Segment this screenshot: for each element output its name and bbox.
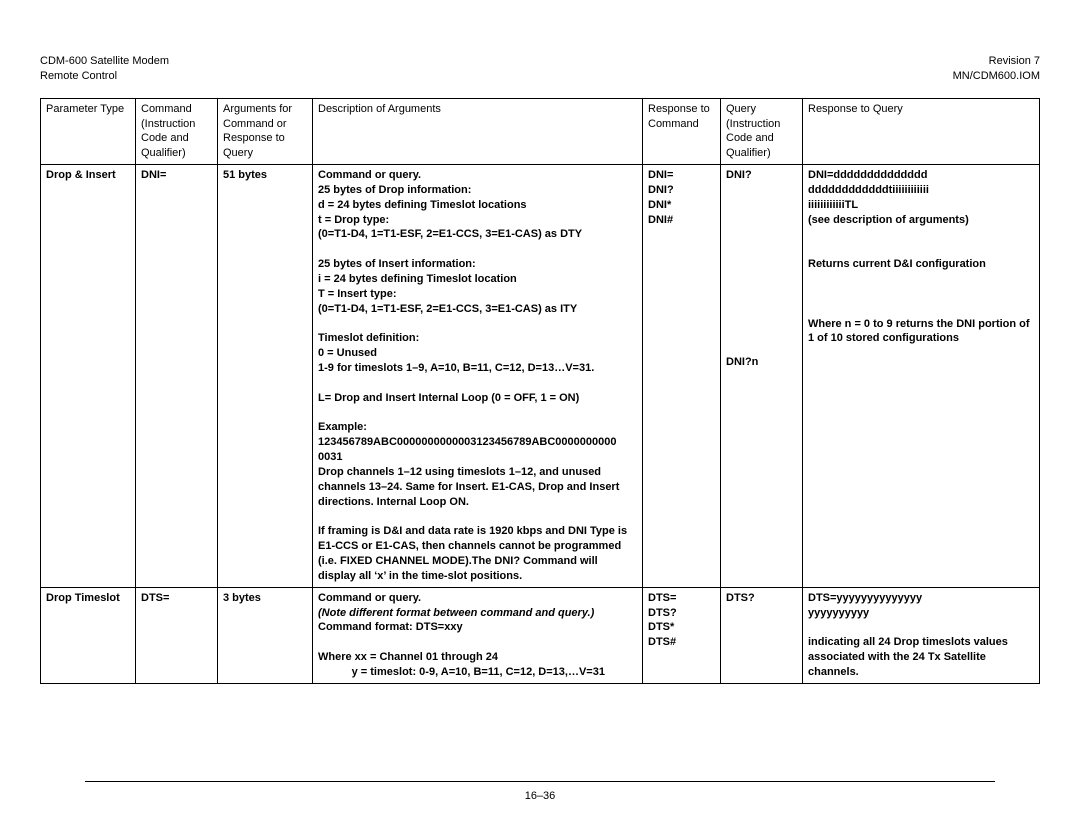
hdr-docnum: MN/CDM600.IOM — [953, 69, 1040, 84]
cell-param: Drop & Insert — [41, 165, 136, 588]
cell-query: DNI? DNI?n — [721, 165, 803, 588]
cell-resp: DNI= DNI? DNI* DNI# — [643, 165, 721, 588]
cell-args: 3 bytes — [218, 587, 313, 683]
cell-resp: DTS= DTS? DTS* DTS# — [643, 587, 721, 683]
page-header: CDM-600 Satellite Modem Remote Control R… — [40, 54, 1040, 84]
cell-cmd: DNI= — [136, 165, 218, 588]
col-parameter-type: Parameter Type — [41, 98, 136, 164]
hdr-subtitle: Remote Control — [40, 69, 169, 84]
page-number: 16–36 — [0, 790, 1080, 802]
table-header-row: Parameter Type Command (Instruction Code… — [41, 98, 1040, 164]
col-command: Command (Instruction Code and Qualifier) — [136, 98, 218, 164]
hdr-revision: Revision 7 — [953, 54, 1040, 69]
cell-param: Drop Timeslot — [41, 587, 136, 683]
table-row: Drop Timeslot DTS= 3 bytes Command or qu… — [41, 587, 1040, 683]
cell-rquery: DNI=dddddddddddddd ddddddddddddtiiiiiiii… — [803, 165, 1040, 588]
cell-query: DTS? — [721, 587, 803, 683]
hdr-product: CDM-600 Satellite Modem — [40, 54, 169, 69]
col-response: Response to Command — [643, 98, 721, 164]
table-row: Drop & Insert DNI= 51 bytes Command or q… — [41, 165, 1040, 588]
footer-rule — [85, 781, 995, 782]
col-query: Query (Instruction Code and Qualifier) — [721, 98, 803, 164]
command-table: Parameter Type Command (Instruction Code… — [40, 98, 1040, 684]
cell-desc: Command or query. (Note different format… — [313, 587, 643, 683]
col-response-query: Response to Query — [803, 98, 1040, 164]
col-description: Description of Arguments — [313, 98, 643, 164]
cell-desc: Command or query. 25 bytes of Drop infor… — [313, 165, 643, 588]
cell-args: 51 bytes — [218, 165, 313, 588]
cell-rquery: DTS=yyyyyyyyyyyyyy yyyyyyyyyy indicating… — [803, 587, 1040, 683]
cell-cmd: DTS= — [136, 587, 218, 683]
col-arguments: Arguments for Command or Response to Que… — [218, 98, 313, 164]
